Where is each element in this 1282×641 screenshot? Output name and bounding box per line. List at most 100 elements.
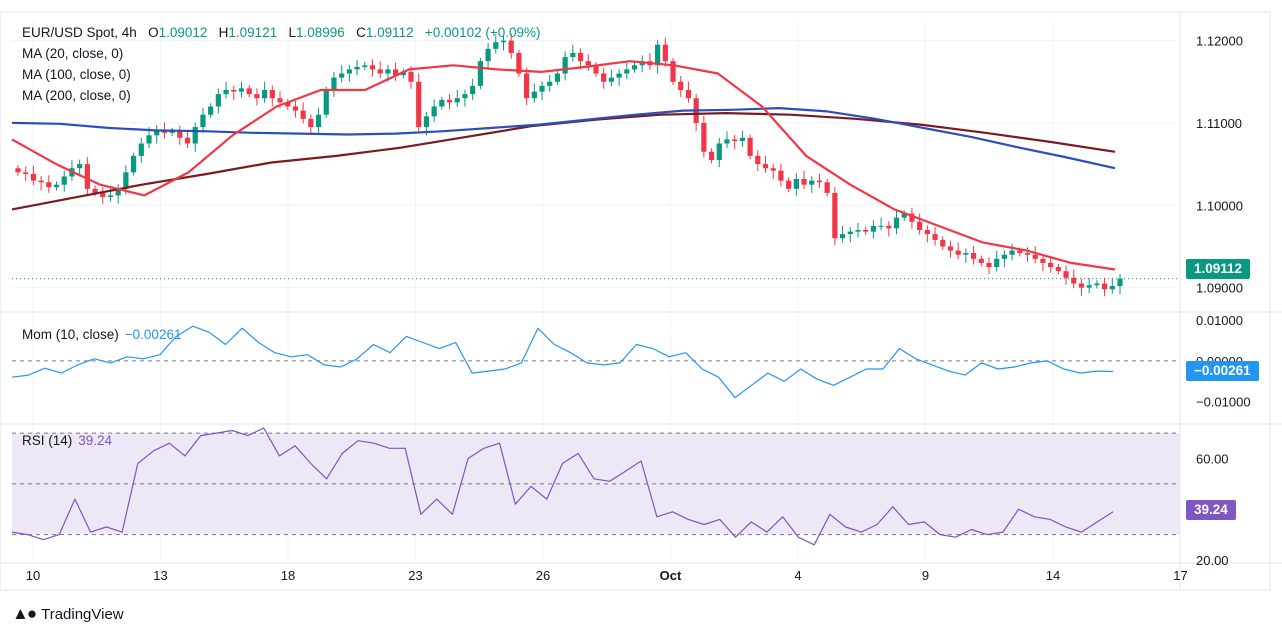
candle-body [739,137,745,142]
candle [369,59,376,77]
candle [262,81,268,103]
candle-body [932,234,938,240]
candle-body [847,231,853,235]
open-value: 1.09012 [158,25,208,40]
candle [793,173,799,196]
candle-body [138,143,144,156]
candle [77,159,83,177]
candle [308,114,314,136]
candle [470,78,476,100]
candle-body [786,180,792,189]
candle [130,152,137,176]
candle [762,155,769,173]
candle-body [824,182,830,193]
candle-body [893,217,900,229]
candle-body [200,114,206,128]
candle-body [655,44,661,66]
candle [577,48,584,70]
price-tick-label: 1.12000 [1196,34,1243,49]
candle [138,137,144,163]
candle [955,242,961,260]
candle-body [285,102,291,107]
ma100-legend[interactable]: MA (100, close, 0) [22,67,131,82]
mom-legend[interactable]: Mom (10, close) −0.00261 [22,327,181,343]
candle-body [616,73,622,78]
candle-body [1032,254,1038,259]
candle [231,85,237,100]
x-tick-label: 17 [1173,568,1187,583]
candle-body [940,239,946,247]
ma20-legend[interactable]: MA (20, close, 0) [22,46,124,61]
candle-body [1109,286,1115,290]
candle-body [1086,285,1092,288]
candle-body [593,65,599,74]
candle-body [978,258,984,263]
candle [524,67,530,106]
candle-body [708,151,715,160]
candle [339,65,345,83]
candle-body [1117,278,1123,286]
chart-frame [0,11,1271,591]
candle [454,90,460,107]
candle-body [84,164,90,189]
candle [300,102,306,124]
candle-body [870,225,876,232]
candle [30,165,37,186]
candle-body [208,106,214,115]
candle-body [23,172,29,174]
candle [801,170,807,190]
candle [539,81,545,100]
candle [585,54,591,72]
candle-body [816,180,823,183]
candle-body [308,118,314,128]
candle [932,227,938,246]
candle-body [377,69,383,74]
candle [1032,246,1038,264]
candle [755,150,761,172]
candle-body [832,192,838,239]
rsi-legend[interactable]: RSI (14) 39.24 [22,433,112,449]
candle-body [100,192,106,198]
candle-body [262,90,268,99]
candle-body [909,213,915,222]
candle-body [238,88,245,92]
candle [824,178,830,197]
candle [400,68,406,79]
candle-body [1101,283,1108,290]
change-value: +0.00102 (+0.09%) [424,25,541,40]
candle-body [924,230,930,235]
candle [547,74,553,92]
candle-body [631,65,638,70]
candle [832,187,838,246]
candle-body [1078,283,1085,288]
candle-body [624,69,630,74]
candle-body [177,131,183,138]
tradingview-logo[interactable]: ▲● TradingView [12,604,124,624]
candle [1117,274,1123,295]
candle-body [369,65,376,70]
candle [154,125,160,144]
candle [100,187,106,205]
candle-body [30,174,37,181]
candle-body [61,176,67,185]
rsi-tick-label: 20.00 [1196,553,1229,568]
symbol-title[interactable]: EUR/USD Spot, 4h [22,25,137,40]
candle-body [408,71,414,82]
x-tick-label: 18 [281,568,295,583]
candle [462,89,468,107]
ma200-legend[interactable]: MA (200, close, 0) [22,88,131,103]
candle [177,125,183,145]
candle [1094,280,1100,289]
candle-body [470,85,476,95]
candle [15,164,21,176]
candle [570,44,576,62]
candle [940,236,946,250]
candle-body [701,122,707,152]
candle-body [223,90,229,95]
candle [655,40,661,74]
mom-badge: −0.00261 [1186,361,1259,381]
candle-body [439,99,445,107]
candle [1101,277,1108,297]
candle-body [1048,262,1054,268]
